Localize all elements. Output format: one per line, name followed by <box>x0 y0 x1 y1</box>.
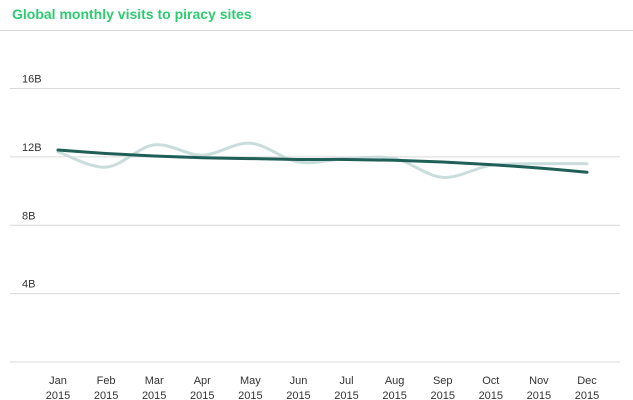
y-tick-label: 8B <box>22 210 35 222</box>
x-tick-label: Mar 2015 <box>142 375 166 400</box>
series-line-trend <box>56 148 589 174</box>
x-tick-label: Apr 2015 <box>190 375 214 400</box>
chart-title: Global monthly visits to piracy sites <box>12 6 252 22</box>
series-lines <box>56 141 589 179</box>
y-tick-label: 12B <box>22 142 42 154</box>
x-tick-label: Nov 2015 <box>527 375 551 400</box>
x-axis-ticks: Jan 2015 Feb 2015 Mar 2015 Apr 2015 May 2015 Jun 20… <box>46 375 599 400</box>
x-tick-label: Jul 2015 <box>334 375 358 400</box>
y-axis-ticks: 16B 12B 8B 4B <box>22 74 42 291</box>
y-tick-label: 4B <box>22 279 35 291</box>
x-tick-label: Jan 2015 <box>46 375 70 400</box>
x-tick-label: Aug 2015 <box>382 375 406 400</box>
title-divider <box>0 30 633 31</box>
x-tick-label: Dec 2015 <box>575 375 599 400</box>
x-tick-label: Sep 2015 <box>430 375 454 400</box>
x-tick-label: Feb 2015 <box>94 375 118 400</box>
x-tick-label: May 2015 <box>238 375 262 400</box>
x-tick-label: Jun 2015 <box>286 375 310 400</box>
y-tick-label: 16B <box>22 74 42 86</box>
grid-lines <box>10 88 620 363</box>
x-tick-label: Oct 2015 <box>479 375 503 400</box>
